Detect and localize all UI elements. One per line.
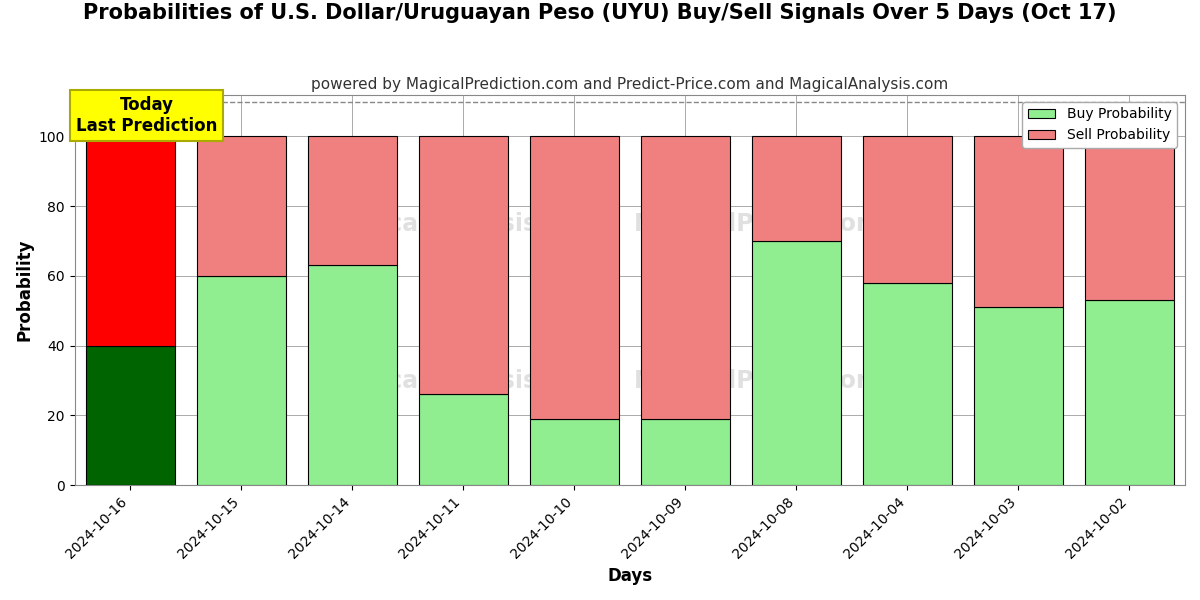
Bar [974, 307, 1063, 485]
Bar [197, 276, 286, 485]
Y-axis label: Probability: Probability [16, 239, 34, 341]
Bar [419, 136, 508, 394]
Bar [530, 136, 619, 419]
Text: MagicalAnalysis.com    MagicalPrediction.com: MagicalAnalysis.com MagicalPrediction.co… [324, 368, 936, 392]
Text: Probabilities of U.S. Dollar/Uruguayan Peso (UYU) Buy/Sell Signals Over 5 Days (: Probabilities of U.S. Dollar/Uruguayan P… [83, 3, 1117, 23]
Bar [530, 419, 619, 485]
Bar [863, 283, 952, 485]
Legend: Buy Probability, Sell Probability: Buy Probability, Sell Probability [1022, 102, 1177, 148]
Bar [1085, 136, 1174, 301]
Bar [308, 265, 397, 485]
Bar [752, 241, 841, 485]
Bar [85, 136, 174, 346]
Bar [308, 136, 397, 265]
Bar [863, 136, 952, 283]
Title: powered by MagicalPrediction.com and Predict-Price.com and MagicalAnalysis.com: powered by MagicalPrediction.com and Pre… [311, 77, 948, 92]
Bar [974, 136, 1063, 307]
Bar [641, 419, 730, 485]
Bar [752, 136, 841, 241]
Text: MagicalAnalysis.com    MagicalPrediction.com: MagicalAnalysis.com MagicalPrediction.co… [324, 212, 936, 236]
Bar [641, 136, 730, 419]
Bar [197, 136, 286, 276]
Bar [85, 346, 174, 485]
Text: Today
Last Prediction: Today Last Prediction [76, 96, 217, 135]
Bar [419, 394, 508, 485]
Bar [1085, 301, 1174, 485]
X-axis label: Days: Days [607, 567, 653, 585]
